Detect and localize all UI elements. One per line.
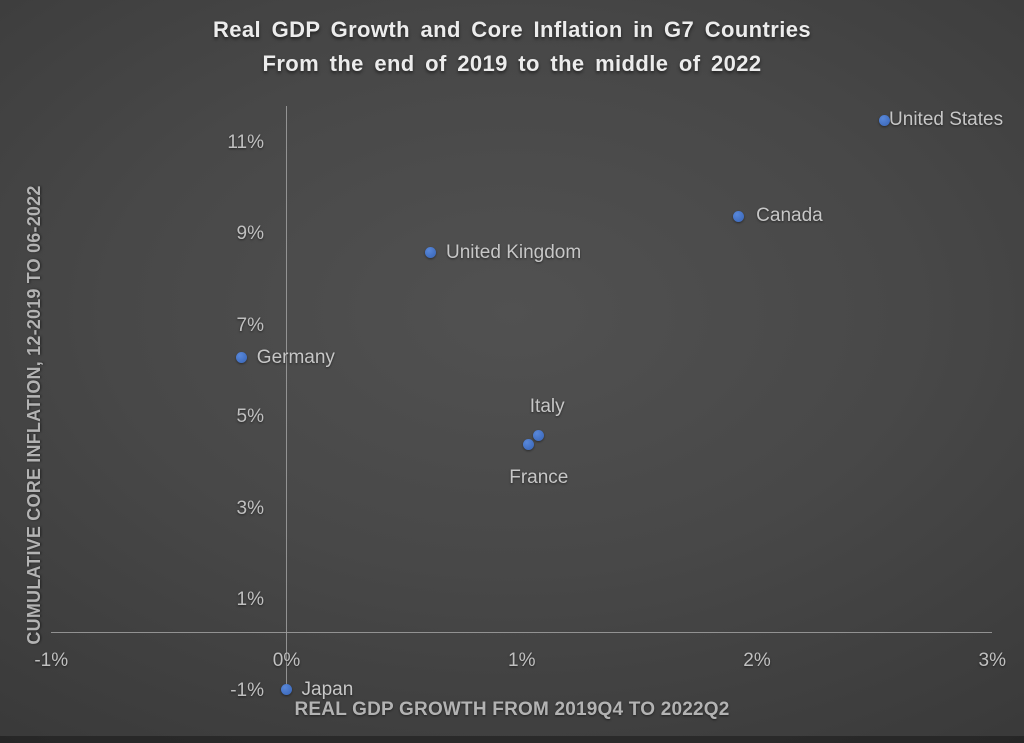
data-point-label-canada: Canada	[756, 205, 823, 227]
y-tick-label-3-: 3%	[236, 497, 264, 519]
data-point-canada	[732, 210, 744, 222]
y-axis-title: CUMULATIVE CORE INFLATION, 12-2019 TO 06…	[24, 185, 44, 645]
x-axis-line	[51, 632, 992, 633]
data-point-label-italy: Italy	[529, 396, 565, 418]
slide-bottom-shadow	[0, 736, 1024, 743]
x-tick-label-1-: 1%	[508, 650, 536, 671]
x-tick-label-2-: 2%	[743, 650, 771, 671]
y-tick-label-5-: 5%	[236, 406, 264, 428]
y-tick-label--1-: -1%	[230, 680, 264, 702]
data-point-france	[523, 439, 535, 451]
x-axis-title: REAL GDP GROWTH FROM 2019Q4 TO 2022Q2	[294, 699, 730, 720]
y-tick-label-1-: 1%	[236, 589, 264, 610]
chart-title: Real GDP Growth and Core Inflation in G7…	[0, 13, 1024, 81]
data-point-label-germany: Germany	[256, 346, 335, 368]
y-axis-line	[286, 106, 287, 694]
data-point-label-france: France	[509, 466, 569, 488]
x-tick-label-3-: 3%	[978, 650, 1006, 671]
data-point-label-japan: Japan	[301, 679, 354, 701]
y-tick-label-11-: 11%	[227, 132, 264, 153]
x-tick-label--1-: -1%	[34, 650, 69, 671]
data-point-label-united-states: United States	[889, 109, 1004, 131]
chart-title-line-1: Real GDP Growth and Core Inflation in G7…	[213, 17, 811, 42]
data-point-italy	[532, 429, 544, 441]
y-tick-label-7-: 7%	[236, 314, 264, 336]
y-tick-label-9-: 9%	[236, 223, 264, 245]
x-tick-label-0-: 0%	[272, 650, 301, 671]
data-point-united-kingdom	[424, 247, 436, 259]
data-point-label-united-kingdom: United Kingdom	[446, 241, 582, 263]
chart-title-line-2: From the end of 2019 to the middle of 20…	[262, 51, 762, 76]
data-point-united-states	[878, 114, 890, 126]
data-point-germany	[236, 352, 248, 364]
data-point-japan	[281, 683, 292, 695]
